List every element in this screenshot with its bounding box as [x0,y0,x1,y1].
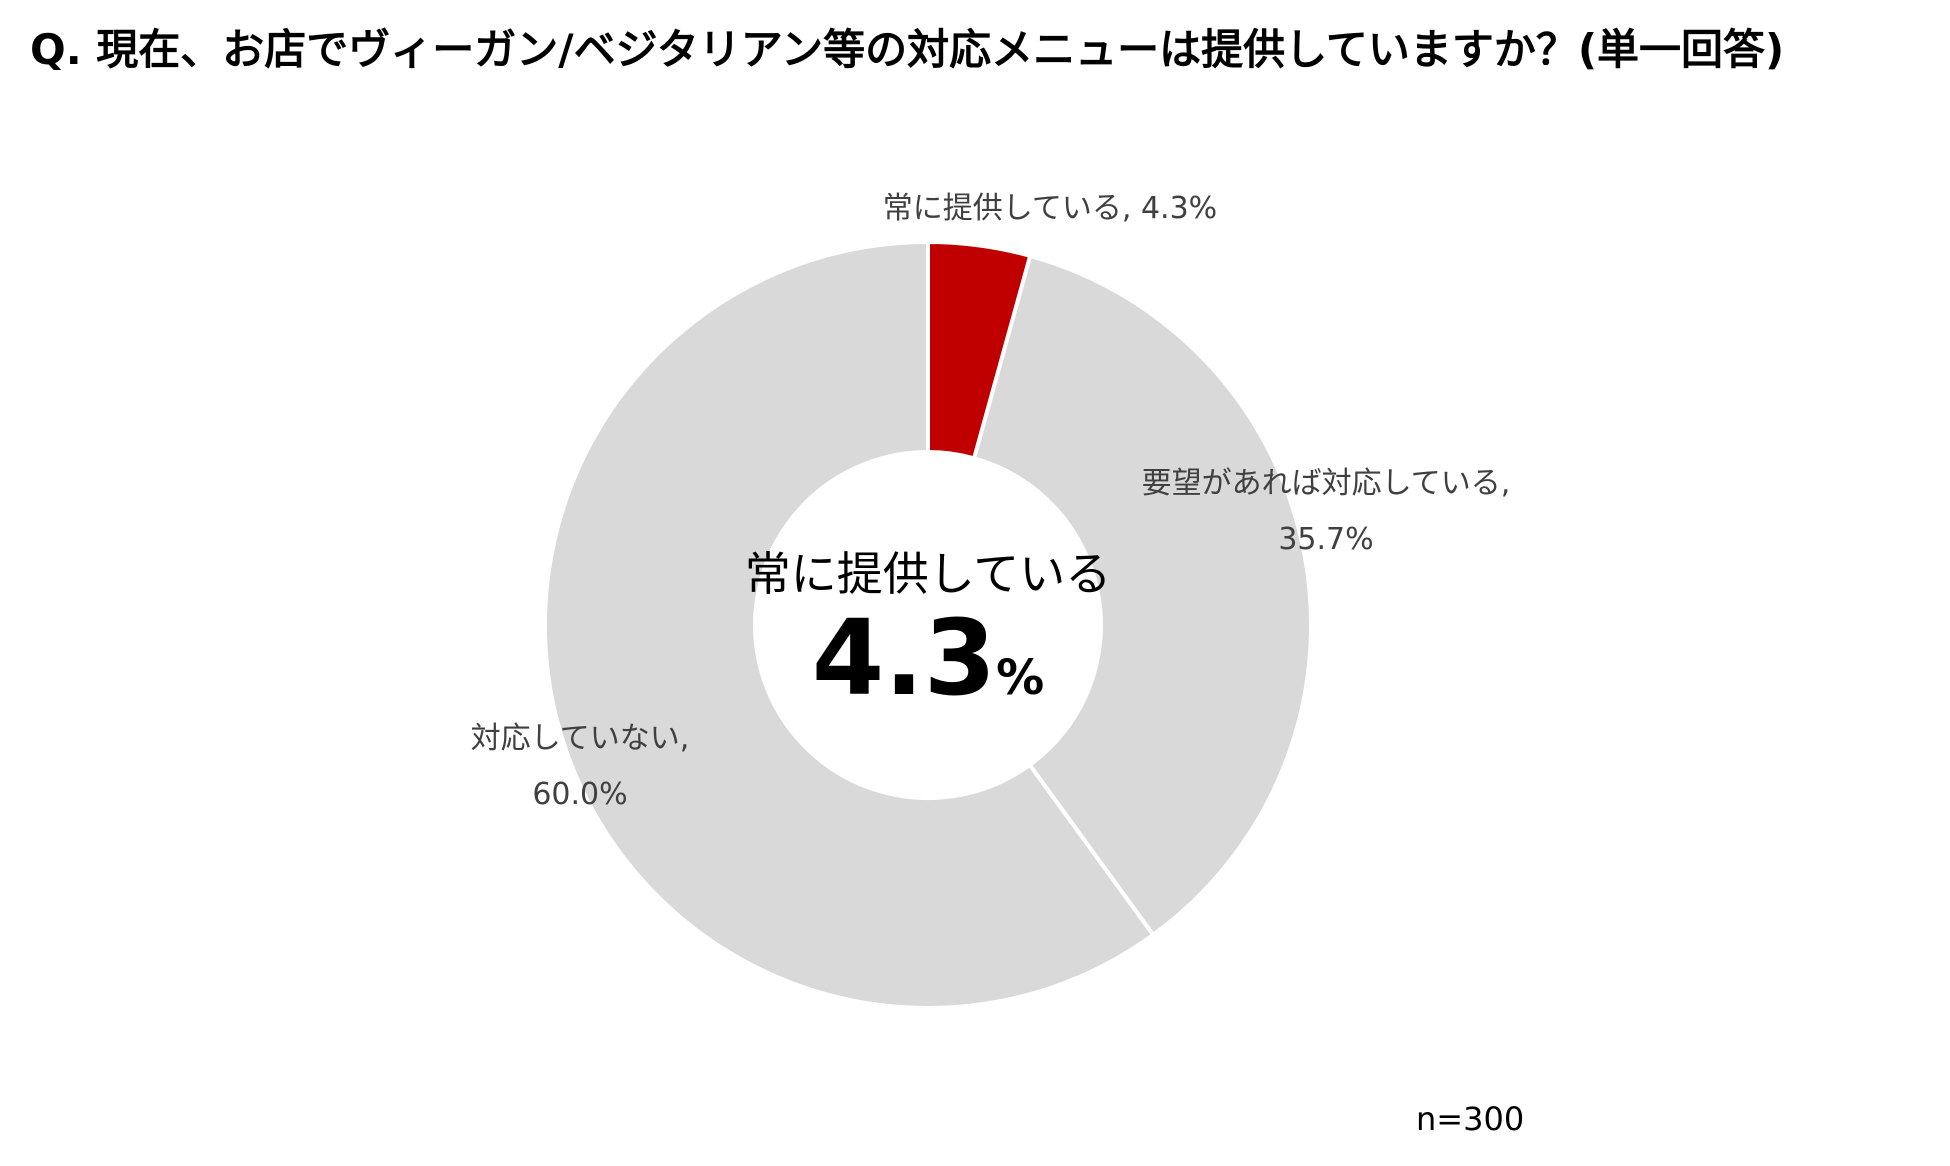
slice-label-line: 対応していない, [471,721,690,756]
center-label: 常に提供している [745,547,1112,601]
center-value-text: 4.3% [812,597,1044,719]
slice-not-offered [543,239,1156,1010]
slice-labels: 常に提供している, 4.3% 要望があれば対応している, 35.7% 対応していない,… [471,191,1511,812]
donut-slices [543,239,1313,1010]
slice-label-not-offered: 対応していない, 60.0% [471,721,690,812]
slice-label-line: 常に提供している, 4.3% [883,191,1217,226]
slice-on-request [971,253,1313,938]
slice-label-line: 要望があれば対応している, [1142,466,1511,501]
slice-label-always: 常に提供している, 4.3% [883,191,1217,226]
slice-label-line: 35.7% [1278,522,1373,557]
slice-label-line: 60.0% [532,777,627,812]
center-unit: % [996,650,1044,706]
center-value: 4.3 [812,597,996,719]
page-title: Q. 現在、お店でヴィーガン/ベジタリアン等の対応メニューは提供していますか？(… [30,25,1785,74]
sample-size: n=300 [1416,1100,1525,1138]
slice-label-on-request: 要望があれば対応している, 35.7% [1142,466,1511,557]
